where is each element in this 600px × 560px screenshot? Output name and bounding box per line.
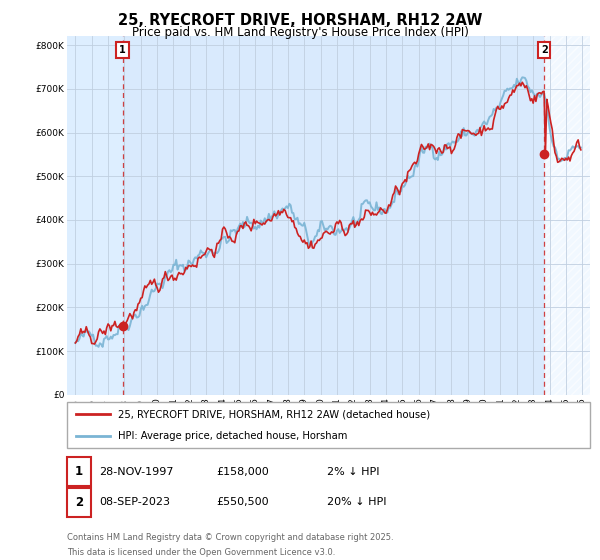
- Text: £158,000: £158,000: [216, 466, 269, 477]
- Bar: [544, 36, 599, 395]
- Text: 20% ↓ HPI: 20% ↓ HPI: [327, 497, 386, 507]
- Text: 25, RYECROFT DRIVE, HORSHAM, RH12 2AW (detached house): 25, RYECROFT DRIVE, HORSHAM, RH12 2AW (d…: [118, 409, 430, 419]
- Bar: [123, 36, 544, 395]
- Text: 08-SEP-2023: 08-SEP-2023: [99, 497, 170, 507]
- Text: 2% ↓ HPI: 2% ↓ HPI: [327, 466, 380, 477]
- Text: 28-NOV-1997: 28-NOV-1997: [99, 466, 173, 477]
- Text: 25, RYECROFT DRIVE, HORSHAM, RH12 2AW: 25, RYECROFT DRIVE, HORSHAM, RH12 2AW: [118, 13, 482, 29]
- Text: 2: 2: [541, 45, 548, 55]
- Text: Price paid vs. HM Land Registry's House Price Index (HPI): Price paid vs. HM Land Registry's House …: [131, 26, 469, 39]
- Text: £550,500: £550,500: [216, 497, 269, 507]
- Text: 1: 1: [119, 45, 126, 55]
- Text: HPI: Average price, detached house, Horsham: HPI: Average price, detached house, Hors…: [118, 431, 347, 441]
- Text: Contains HM Land Registry data © Crown copyright and database right 2025.: Contains HM Land Registry data © Crown c…: [67, 533, 394, 542]
- Text: This data is licensed under the Open Government Licence v3.0.: This data is licensed under the Open Gov…: [67, 548, 335, 557]
- Text: 1: 1: [75, 465, 83, 478]
- Text: 2: 2: [75, 496, 83, 509]
